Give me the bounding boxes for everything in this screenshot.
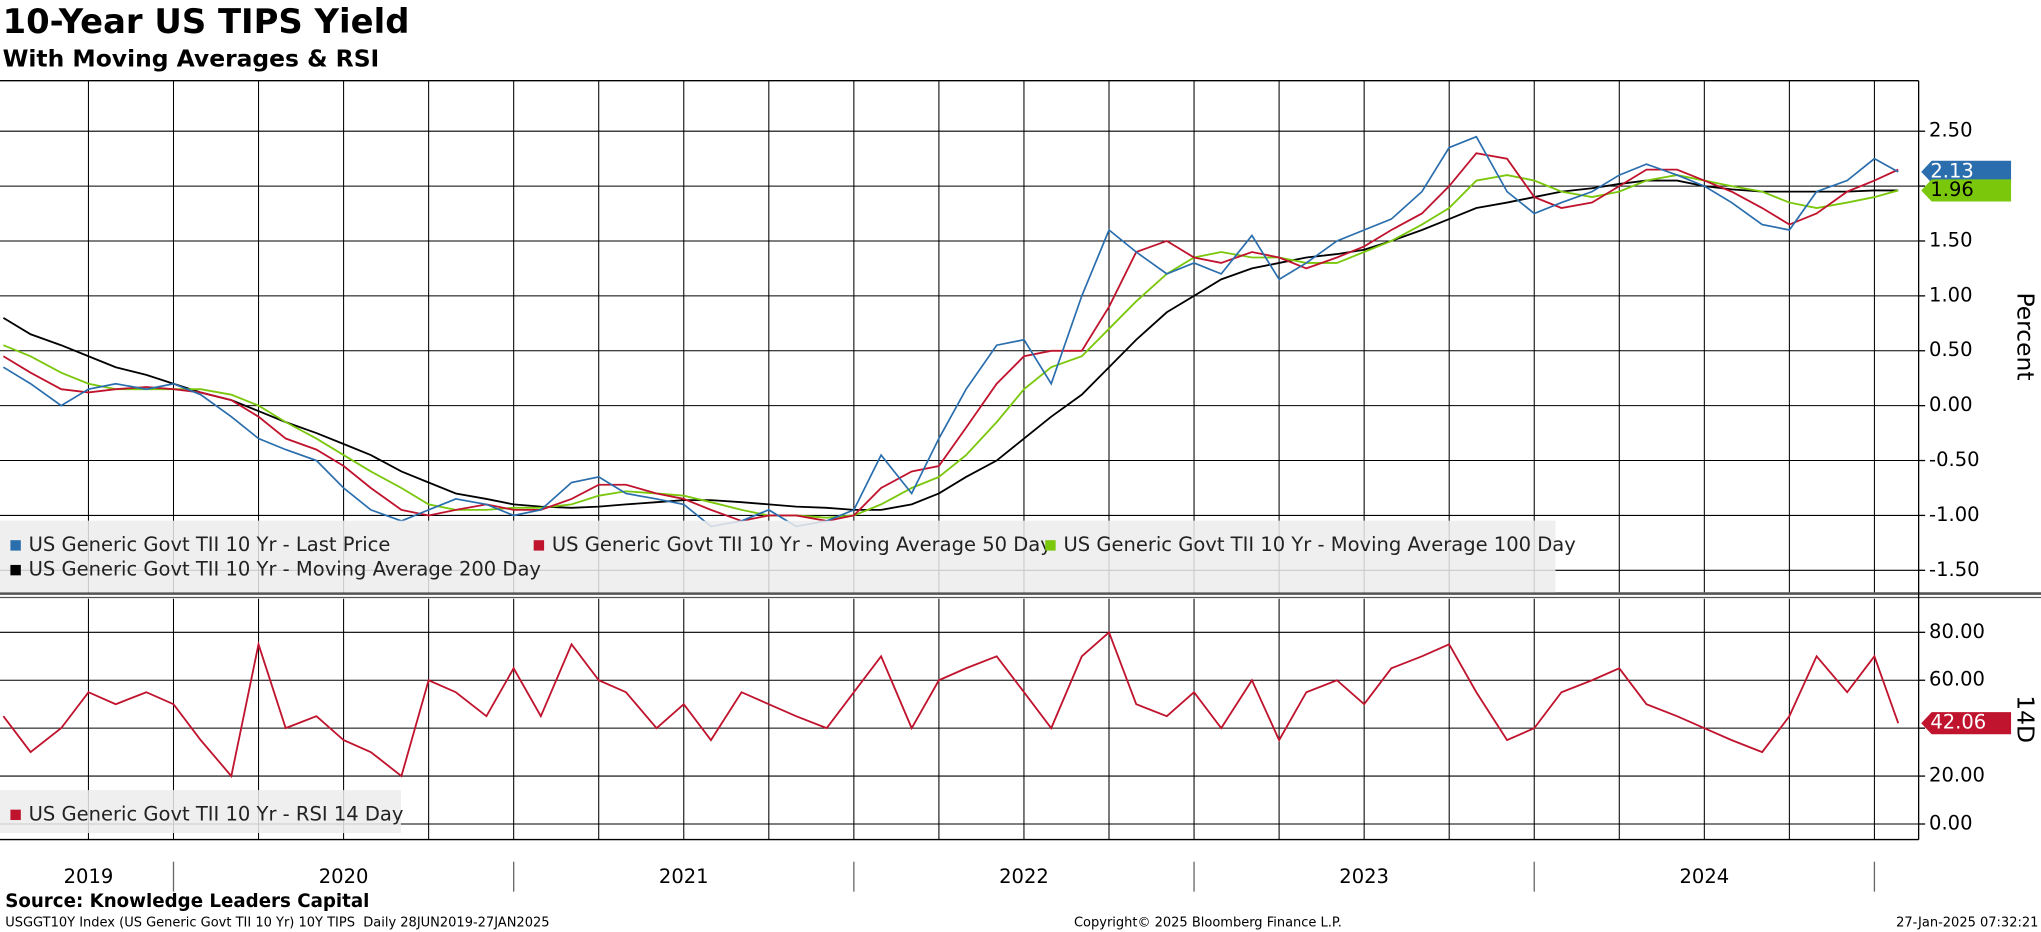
legend-label: US Generic Govt TII 10 Yr - Moving Avera… [552,533,1052,556]
y-axis-label: Percent [2012,292,2040,380]
legend-swatch [10,809,21,821]
x-tick-label: 2023 [1339,865,1389,888]
y-tick-label: -1.50 [1929,558,1980,581]
legend-swatch [1045,540,1056,551]
y-tick-label: 0.00 [1929,812,1972,835]
legend-label: US Generic Govt TII 10 Yr - Moving Avera… [29,558,541,581]
x-tick-label: 2020 [319,865,369,888]
value-tag-label: 2.13 [1930,159,1973,182]
series-line [3,174,1899,519]
x-tick-label: 2024 [1679,865,1729,888]
copyright: Copyright© 2025 Bloomberg Finance L.P. [1074,915,1342,930]
legend-background [0,520,1556,593]
legend-background [0,790,401,834]
y-tick-label: 60.00 [1929,668,1985,691]
value-tag-label: 1.96 [1930,178,1973,201]
value-tag [1921,160,2012,183]
x-tick-label: 2019 [64,865,114,888]
y-tick-label: -0.50 [1929,448,1980,471]
series-group [2,135,1899,528]
ticker-info: USGGT10Y Index (US Generic Govt TII 10 Y… [5,915,549,930]
y-tick-label: 1.00 [1929,283,1972,306]
y-tick-label: 80.00 [1929,620,1985,643]
y-tick-label: 1.50 [1929,228,1972,251]
series-line [2,179,1899,511]
source: Source: Knowledge Leaders Capital [5,891,369,912]
value-tag-label: 42.06 [1930,711,1986,734]
series-line [2,630,1900,779]
y-axis-label: 14D [2012,695,2040,743]
title: 10-Year US TIPS Yield [3,2,410,41]
legend-swatch [533,540,545,551]
y-tick-label: 0.50 [1929,338,1972,361]
value-tag [1921,712,2012,735]
legend-label: US Generic Govt TII 10 Yr - Last Price [29,533,391,556]
value-tag [1921,179,2012,202]
y-tick-label: -1.00 [1929,503,1980,526]
series-line [2,152,1899,522]
timestamp: 27-Jan-2025 07:32:21 [1896,915,2038,930]
x-tick-label: 2021 [659,865,709,888]
series-line [2,135,1899,528]
y-tick-label: 2.50 [1929,119,1972,142]
x-tick-label: 2022 [999,865,1049,888]
y-tick-label: 0.00 [1929,393,1972,416]
legend-label: US Generic Govt TII 10 Yr - RSI 14 Day [29,802,404,825]
series-group [2,630,1900,779]
legend-swatch [10,564,21,576]
subtitle: With Moving Averages & RSI [3,44,380,72]
y-tick-label: 20.00 [1929,764,1985,787]
legend-label: US Generic Govt TII 10 Yr - Moving Avera… [1063,533,1575,556]
legend-swatch [10,540,21,551]
